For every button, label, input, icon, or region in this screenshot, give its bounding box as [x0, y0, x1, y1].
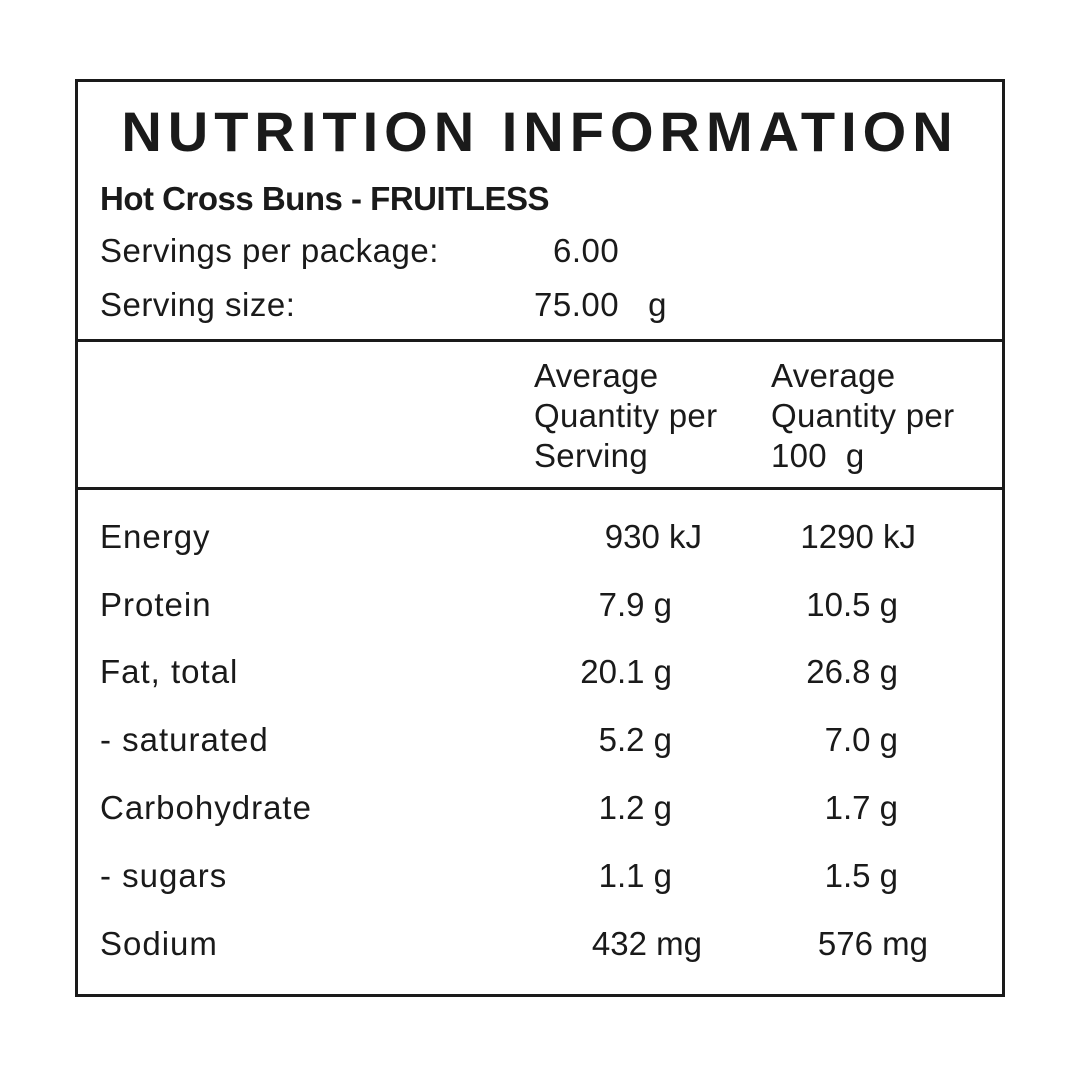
- value-per-100g: 26.8 g: [806, 653, 898, 690]
- value-per-100g: 1290 kJ: [800, 518, 916, 555]
- column-header-line: Serving: [534, 437, 648, 474]
- table-row: Fat, total 20.1 g 26.8 g: [78, 652, 1002, 692]
- table-row: Protein 7.9 g 10.5 g: [78, 585, 1002, 625]
- nutrient-name: Fat, total: [100, 653, 239, 690]
- value-per-100g: 7.0 g: [824, 721, 898, 758]
- value-per-serving: 5.2 g: [598, 721, 672, 758]
- servings-label: Servings per package:: [100, 232, 439, 269]
- value-per-serving: 432 mg: [591, 925, 702, 962]
- column-header-line: Average: [534, 357, 659, 394]
- product-name: Hot Cross Buns - FRUITLESS: [100, 180, 550, 217]
- column-header-line: 100 g: [771, 437, 865, 474]
- header-divider-bottom: [75, 487, 1005, 490]
- table-row: Carbohydrate 1.2 g 1.7 g: [78, 788, 1002, 828]
- servings-value: 6.00: [553, 232, 620, 269]
- header-divider-top: [75, 339, 1005, 342]
- nutrient-name: Protein: [100, 586, 212, 623]
- value-per-100g: 1.5 g: [824, 857, 898, 894]
- nutrient-name: - saturated: [100, 721, 269, 758]
- value-per-serving: 930 kJ: [604, 518, 702, 555]
- value-per-serving: 7.9 g: [598, 586, 672, 623]
- value-per-serving: 1.2 g: [598, 789, 672, 826]
- serving-size-label: Serving size:: [100, 286, 296, 323]
- column-header-per-100g: Average Quantity per 100 g: [771, 356, 954, 476]
- nutrient-name: - sugars: [100, 857, 228, 894]
- value-per-100g: 10.5 g: [806, 586, 898, 623]
- nutrient-name: Carbohydrate: [100, 789, 312, 826]
- table-row: - sugars 1.1 g 1.5 g: [78, 856, 1002, 896]
- value-per-100g: 1.7 g: [824, 789, 898, 826]
- nutrient-name: Sodium: [100, 925, 218, 962]
- table-row: Energy 930 kJ 1290 kJ: [78, 517, 1002, 557]
- column-header-line: Average: [771, 357, 896, 394]
- nutrition-panel: NUTRITION INFORMATION Hot Cross Buns - F…: [75, 79, 1005, 997]
- column-header-per-serving: Average Quantity per Serving: [534, 356, 717, 476]
- column-header-line: Quantity per: [771, 397, 955, 434]
- table-row: Sodium 432 mg 576 mg: [78, 924, 1002, 964]
- value-per-100g: 576 mg: [817, 925, 928, 962]
- value-per-serving: 1.1 g: [598, 857, 672, 894]
- panel-title: NUTRITION INFORMATION: [121, 100, 959, 163]
- serving-size-value: 75.00 g: [534, 286, 667, 323]
- table-row: - saturated 5.2 g 7.0 g: [78, 720, 1002, 760]
- value-per-serving: 20.1 g: [580, 653, 672, 690]
- column-header-line: Quantity per: [534, 397, 718, 434]
- nutrient-name: Energy: [100, 518, 211, 555]
